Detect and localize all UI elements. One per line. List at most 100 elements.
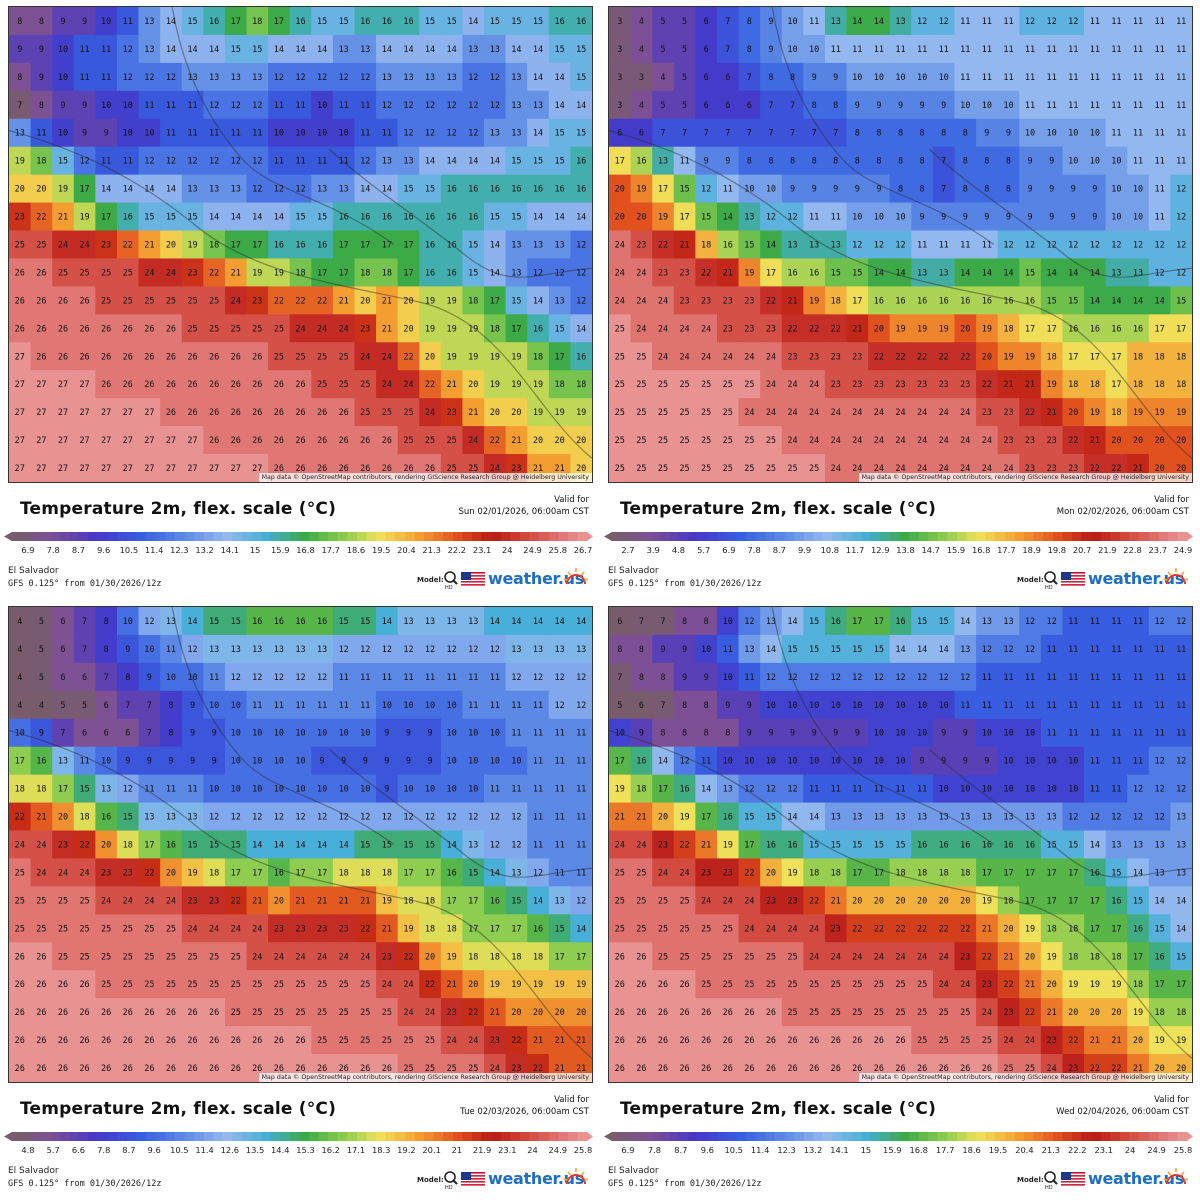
map-attribution[interactable]: Map data © OpenStreetMap contributors, r… (258, 473, 592, 482)
temperature-value: 25 (274, 1008, 284, 1018)
temperature-value: 20 (766, 868, 776, 878)
temperature-value: 13 (939, 268, 949, 278)
temperature-value: 17 (231, 241, 241, 251)
temperature-cell (695, 370, 718, 399)
temperature-value: 25 (231, 324, 241, 334)
temperature-cell (609, 314, 632, 343)
temperature-value: 11 (1003, 17, 1013, 27)
map-attribution[interactable]: Map data © OpenStreetMap contributors, r… (258, 1073, 592, 1082)
hd-magnifier-icon[interactable]: HD (442, 570, 460, 590)
temperature-value: 19 (576, 408, 586, 418)
temperature-cell (997, 286, 1020, 315)
temperature-value: 26 (231, 436, 241, 446)
temperature-value: 11 (1068, 729, 1078, 739)
weather-us-logo[interactable]: weather.us (1088, 569, 1184, 588)
temperature-cell (803, 690, 826, 720)
weather-us-logo[interactable]: weather.us (488, 569, 584, 588)
temperature-cell (911, 90, 934, 120)
hd-magnifier-icon[interactable]: HD (1042, 570, 1060, 590)
temperature-value: 26 (382, 464, 392, 474)
temperature-value: 10 (339, 729, 349, 739)
temperature-cell (289, 886, 312, 915)
temperature-value: 23 (701, 868, 711, 878)
temperature-value: 25 (15, 868, 25, 878)
temperature-cell (1040, 886, 1064, 915)
temperature-cell (673, 370, 696, 399)
temperature-cell (419, 118, 442, 148)
temperature-value: 14 (1090, 841, 1100, 851)
temperature-value: 25 (658, 464, 668, 474)
temperature-cell (160, 970, 183, 999)
temperature-cell (462, 202, 485, 232)
temperature-value: 27 (36, 436, 46, 446)
temperature-value: 24 (679, 324, 689, 334)
temperature-cell (527, 146, 550, 176)
temperature-value: 11 (1133, 617, 1143, 627)
temperature-cell (527, 174, 550, 204)
temperature-cell (570, 914, 592, 943)
temperature-value: 26 (36, 952, 46, 962)
temperature-value: 18 (1003, 896, 1013, 906)
temperature-cell (181, 746, 204, 776)
temperature-cell (419, 230, 442, 260)
scale-segment (851, 1132, 862, 1141)
temperature-value: 13 (382, 157, 392, 167)
model-label: Model: (417, 576, 444, 584)
temperature-value: 16 (960, 841, 970, 851)
temperature-value: 26 (252, 1036, 262, 1046)
temperature-cell (311, 398, 334, 427)
temperature-value: 20 (58, 813, 68, 823)
temperature-value: 11 (554, 785, 564, 795)
temperature-cell (911, 718, 934, 748)
temperature-map[interactable]: 8 8 9 9 10 11 13 14 15 16 17 18 17 16 15 15 16 16 16 15 15 14… (8, 6, 593, 483)
weather-us-logo[interactable]: weather.us (1088, 1169, 1184, 1188)
temperature-cell (1084, 90, 1107, 120)
temperature-value: 22 (1068, 1036, 1078, 1046)
temperature-map[interactable]: 3 4 5 5 6 7 8 9 10 11 13 14 14 13 12 12 11 11 11 12 12 12 11 11… (608, 6, 1193, 483)
temperature-cell (116, 634, 140, 664)
temperature-map[interactable]: 6 7 7 8 8 10 12 13 14 15 16 17 17 16 15 15 14 13 13 12 12 11 1… (608, 606, 1193, 1083)
temperature-cell (440, 118, 464, 148)
scale-segment (995, 532, 1006, 541)
temperature-cell (695, 690, 718, 720)
temperature-cell (803, 258, 826, 288)
temperature-value: 25 (744, 464, 754, 474)
temperature-value: 21 (533, 1036, 543, 1046)
temperature-cell (116, 942, 140, 971)
temperature-cell (1127, 802, 1150, 832)
temperature-cell (376, 858, 399, 888)
temperature-cell (1040, 718, 1064, 748)
temperature-cell (932, 90, 956, 120)
map-attribution[interactable]: Map data © OpenStreetMap contributors, r… (858, 473, 1192, 482)
temperature-value: 18 (382, 268, 392, 278)
temperature-value: 26 (425, 464, 435, 474)
temperature-value: 12 (339, 73, 349, 83)
temperature-cell (652, 118, 675, 148)
temperature-cell (9, 942, 32, 971)
temperature-cell (997, 118, 1020, 148)
temperature-value: 16 (295, 617, 305, 627)
temperature-cell (932, 34, 956, 64)
temperature-value: 11 (960, 17, 970, 27)
temperature-value: 18 (1111, 952, 1121, 962)
weather-us-logo[interactable]: weather.us (488, 1169, 584, 1188)
temperature-value: 25 (339, 1036, 349, 1046)
temperature-cell (954, 118, 977, 148)
temperature-cell (354, 942, 377, 971)
hd-magnifier-icon[interactable]: HD (442, 1170, 460, 1190)
temperature-value: 12 (533, 268, 543, 278)
temperature-cell (1105, 174, 1128, 204)
temperature-value: 19 (917, 324, 927, 334)
temperature-cell (652, 146, 675, 176)
temperature-cell (484, 1026, 507, 1055)
map-attribution[interactable]: Map data © OpenStreetMap contributors, r… (858, 1073, 1192, 1082)
temperature-value: 18 (1068, 380, 1078, 390)
hd-magnifier-icon[interactable]: HD (1042, 1170, 1060, 1190)
scale-segment (357, 532, 368, 541)
temperature-cell (1019, 7, 1042, 36)
temperature-cell (52, 62, 75, 92)
temperature-map[interactable]: 4 5 6 7 8 10 12 13 14 15 15 16 16 16 16 15 15 14 13 13 13 13 1… (8, 606, 593, 1083)
temperature-value: 15 (554, 924, 564, 934)
temperature-value: 12 (511, 841, 521, 851)
temperature-value: 21 (295, 896, 305, 906)
